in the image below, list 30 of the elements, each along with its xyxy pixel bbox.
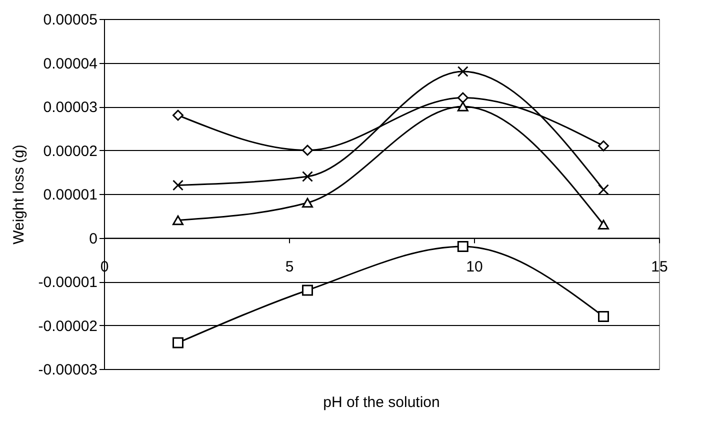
point [598,220,609,230]
point [302,198,313,208]
y-tick-label: 0 [89,230,98,248]
point [457,102,468,112]
y-tick-label: 0.00003 [43,99,98,116]
point [457,241,468,252]
point [172,337,184,348]
y-axis-title: Weight loss (g) [10,144,28,244]
y-tick-label: 0.00005 [43,12,98,28]
y-tick-label: 0.00001 [43,186,98,204]
point [172,215,184,226]
x-tick-label: 5 [285,258,294,276]
point [172,180,184,191]
x-axis-title: pH of the solution [323,394,440,411]
point [598,311,609,322]
x-tick-label: 15 [651,258,668,276]
y-tick-label: -0.00001 [38,274,98,291]
point [302,284,313,296]
y-tick-label: 0.00002 [43,142,98,160]
point [457,66,468,77]
y-tick-label: -0.00002 [38,318,98,335]
point [302,171,313,182]
point [457,92,468,104]
x-tick-label: 10 [466,258,483,276]
point [172,110,184,121]
point [598,184,609,196]
point [598,140,609,152]
y-tick-label: 0.00004 [43,55,98,72]
point [302,144,313,156]
y-tick-label: -0.00003 [38,362,98,378]
